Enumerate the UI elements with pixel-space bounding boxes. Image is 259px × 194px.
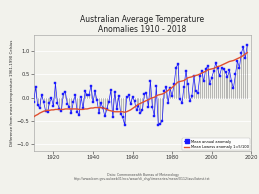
Mean Lowess anomaly 1=5/100 xyxy=(91,107,95,109)
Mean Lowess anomaly 1=5/100 xyxy=(246,51,249,54)
Mean Lowess anomaly 1=5/100 xyxy=(48,109,51,112)
Mean Lowess anomaly 1=5/100 xyxy=(103,107,106,110)
Text: Data: Commonwealth Bureau of Meteorology
http://www.bom.gov.au/web31/ncc/www/cli: Data: Commonwealth Bureau of Meteorology… xyxy=(74,173,211,181)
Title: Australian Average Temperature
Anomalies 1910 - 2018: Australian Average Temperature Anomalies… xyxy=(80,15,205,34)
Mean Lowess anomaly 1=5/100 xyxy=(172,85,176,87)
Mean annual anomaly xyxy=(175,66,178,69)
Mean annual anomaly xyxy=(32,101,35,103)
Mean annual anomaly xyxy=(246,43,249,46)
Mean annual anomaly xyxy=(149,79,152,82)
Mean annual anomaly xyxy=(48,102,51,104)
Mean Lowess anomaly 1=5/100 xyxy=(147,99,150,101)
Line: Mean annual anomaly: Mean annual anomaly xyxy=(33,44,248,126)
Mean annual anomaly xyxy=(123,124,126,126)
Y-axis label: Difference from mean temperature 1961-1990 Celsius: Difference from mean temperature 1961-19… xyxy=(10,40,14,146)
Mean annual anomaly xyxy=(91,101,95,104)
Line: Mean Lowess anomaly 1=5/100: Mean Lowess anomaly 1=5/100 xyxy=(34,53,247,117)
Mean Lowess anomaly 1=5/100 xyxy=(32,116,35,118)
Legend: Mean annual anomaly, Mean Lowess anomaly 1=5/100: Mean annual anomaly, Mean Lowess anomaly… xyxy=(182,138,250,150)
Mean annual anomaly xyxy=(103,115,106,118)
Mean annual anomaly xyxy=(151,106,154,108)
Mean Lowess anomaly 1=5/100 xyxy=(149,98,152,100)
